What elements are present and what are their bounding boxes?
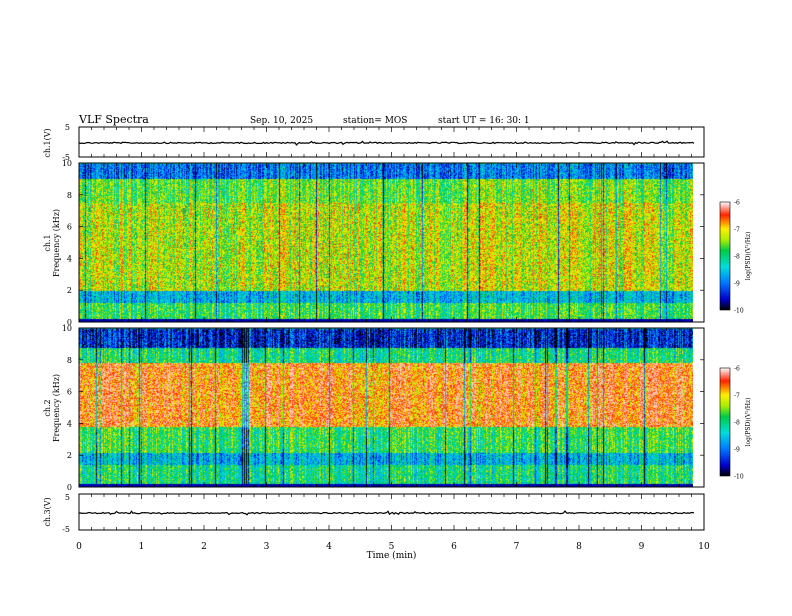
ch3-waveform-frame xyxy=(78,493,705,531)
frequency-tick-label: 4 xyxy=(67,419,72,428)
ch3-ytick-top: 5 xyxy=(65,493,70,502)
colorbar-tick-label: -8 xyxy=(734,420,740,427)
frequency-tick-label: 0 xyxy=(67,318,72,327)
ch3-waveform-panel: 5 -5 ch.3(V) xyxy=(43,493,705,534)
ch1-time-ticks xyxy=(78,127,705,157)
xtick-label-2: 2 xyxy=(201,542,207,552)
time-axis-labels: 0 1 2 3 4 5 6 7 8 9 10 Time (min) xyxy=(76,542,710,561)
ch1-waveform-ylabel: ch.1(V) xyxy=(43,128,52,157)
frequency-tick-label: 2 xyxy=(67,286,72,295)
xtick-label-0: 0 xyxy=(76,542,82,552)
colorbar-tick-label: -9 xyxy=(734,281,740,288)
ch3-time-ticks xyxy=(78,494,705,530)
ch1-frequency-ticks: 0 2 4 6 8 10 xyxy=(62,159,704,327)
xtick-label-7: 7 xyxy=(514,542,520,552)
xtick-label-3: 3 xyxy=(264,542,270,552)
colorbar-tick-label: -7 xyxy=(734,393,740,400)
ch1-colorbar-ticks: -6 -7 -8 -9 -10 xyxy=(734,200,744,315)
colorbar-tick-label: -7 xyxy=(734,227,740,234)
ch1-spectrogram-ylabel-line1: ch.1 xyxy=(43,234,52,251)
ch2-spectrogram-panel: 0 2 4 6 8 10 ch.2 Frequency (kHz) -6 -7 -8 -9 -10… xyxy=(43,324,752,492)
xtick-label-5: 5 xyxy=(389,542,395,552)
xtick-label-8: 8 xyxy=(576,542,582,552)
ch2-colorbar-ticks: -6 -7 -8 -9 -10 xyxy=(734,366,744,481)
xtick-label-1: 1 xyxy=(139,542,145,552)
ch3-ytick-bottom: -5 xyxy=(62,525,70,534)
xtick-label-9: 9 xyxy=(639,542,645,552)
ch1-spectrogram-time-ticks xyxy=(78,163,705,322)
colorbar-tick-label: -10 xyxy=(734,474,744,481)
date-label: Sep. 10, 2025 xyxy=(250,116,313,126)
colorbar-tick-label: -8 xyxy=(734,254,740,261)
frequency-tick-label: 8 xyxy=(67,191,72,200)
ch1-spectrogram-image xyxy=(79,163,693,322)
ch1-spectrogram-wrap xyxy=(79,163,693,322)
frequency-tick-label: 6 xyxy=(67,223,72,232)
ch2-frequency-ticks: 0 2 4 6 8 10 xyxy=(62,324,704,492)
ch1-waveform-panel: 5 -5 ch.1(V) xyxy=(43,123,705,162)
ch3-waveform-ylabel: ch.3(V) xyxy=(43,497,52,526)
ch1-colorbar-label: log(PSD)(V²/Hz) xyxy=(745,232,752,281)
frequency-tick-label: 6 xyxy=(67,388,72,397)
frequency-tick-label: 10 xyxy=(62,159,72,168)
ch1-spectrogram-panel: 0 2 4 6 8 10 ch.1 Frequency (kHz) -6 -7 -8 -9 -10… xyxy=(43,159,752,327)
colorbar-tick-label: -9 xyxy=(734,447,740,454)
frequency-tick-label: 2 xyxy=(67,451,72,460)
xtick-label-10: 10 xyxy=(698,542,710,552)
xtick-label-6: 6 xyxy=(451,542,457,552)
ch1-ytick-top: 5 xyxy=(65,123,70,132)
colorbar-tick-label: -10 xyxy=(734,308,744,315)
frequency-tick-label: 8 xyxy=(67,356,72,365)
figure-title: VLF Spectra xyxy=(78,113,149,126)
start-time-label: start UT = 16: 30: 1 xyxy=(438,116,530,126)
ch2-colorbar xyxy=(719,367,731,477)
frequency-tick-label: 4 xyxy=(67,254,72,263)
ch2-spectrogram-wrap xyxy=(79,328,693,487)
colorbar-tick-label: -6 xyxy=(734,200,740,207)
ch2-spectrogram-image xyxy=(79,328,693,487)
ch1-colorbar xyxy=(719,201,731,311)
ch1-spectrogram-ylabel-line2: Frequency (kHz) xyxy=(52,209,61,277)
station-label: station= MOS xyxy=(343,116,407,126)
ch2-spectrogram-ylabel-line2: Frequency (kHz) xyxy=(52,374,61,442)
ch2-colorbar-label: log(PSD)(V²/Hz) xyxy=(745,398,752,447)
ch2-spectrogram-ylabel-line1: ch.2 xyxy=(43,399,52,416)
ch1-waveform-line xyxy=(78,140,695,146)
ch3-waveform-line xyxy=(78,510,695,516)
frequency-tick-label: 0 xyxy=(67,483,72,492)
colorbar-tick-label: -6 xyxy=(734,366,740,373)
ch1-ytick-bottom: -5 xyxy=(62,153,70,162)
ch2-spectrogram-time-ticks xyxy=(78,328,705,487)
frequency-tick-label: 10 xyxy=(62,324,72,333)
x-axis-label: Time (min) xyxy=(367,550,417,561)
xtick-label-4: 4 xyxy=(326,542,332,552)
